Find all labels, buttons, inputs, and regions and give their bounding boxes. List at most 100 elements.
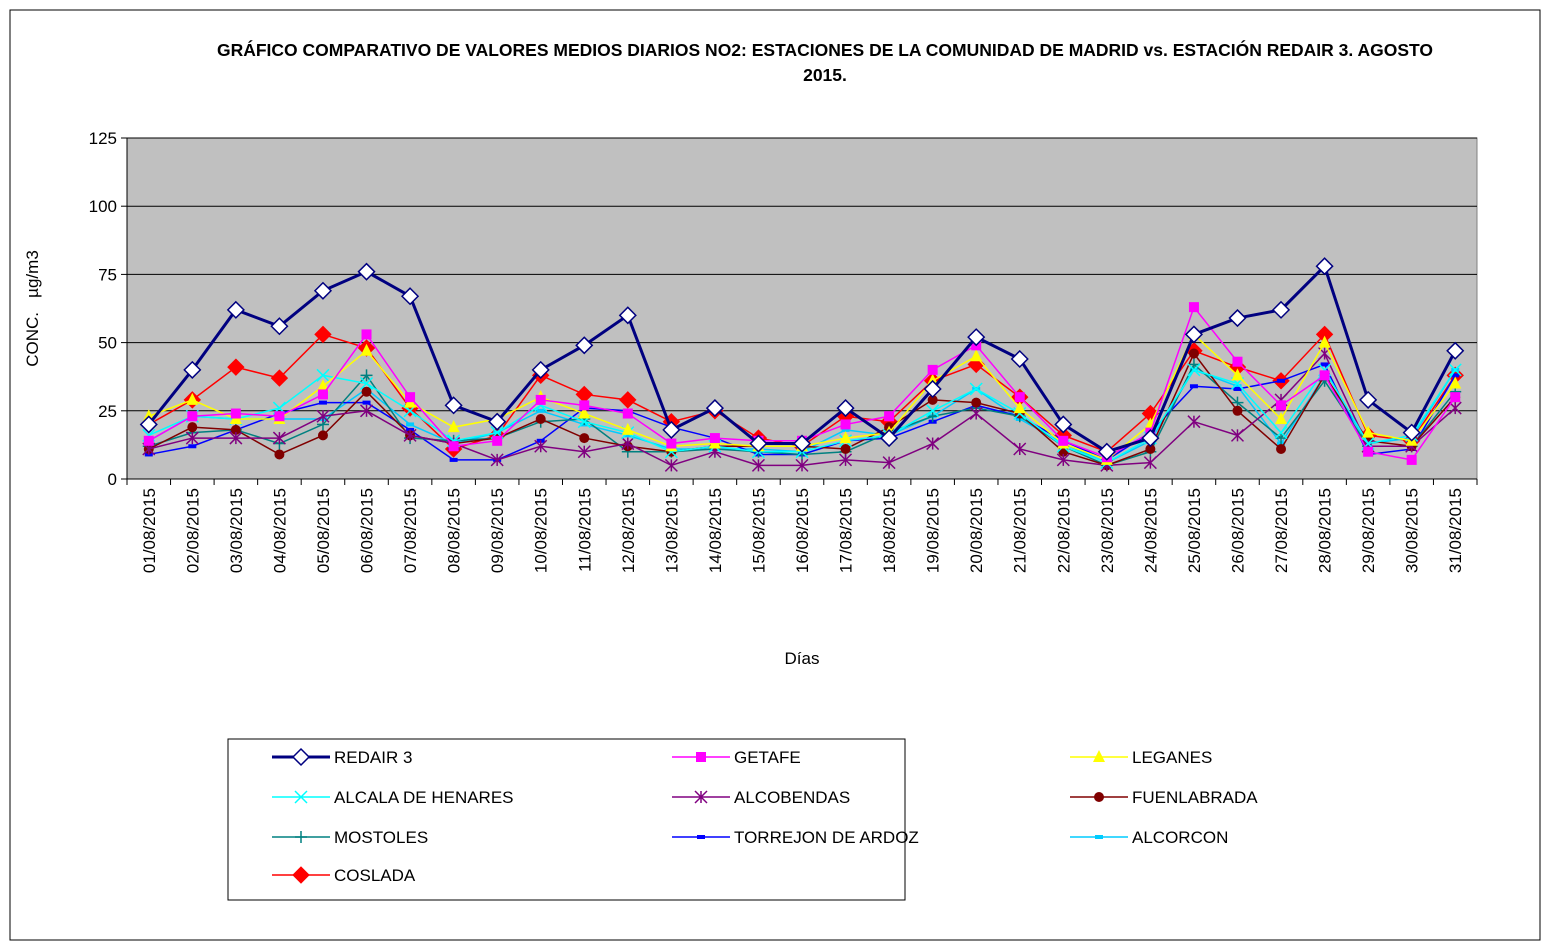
marker-part [666, 438, 677, 449]
marker [534, 439, 548, 453]
marker-part [1402, 423, 1421, 442]
marker-part [839, 431, 852, 444]
marker-part [1451, 373, 1460, 378]
legend-label: REDAIR 3 [334, 748, 412, 767]
marker [142, 409, 155, 422]
marker-part [1054, 415, 1073, 434]
marker-part [186, 392, 199, 405]
marker [360, 369, 373, 382]
marker [360, 343, 373, 356]
x-tick-label: 10/08/2015 [532, 488, 551, 573]
marker [401, 287, 420, 306]
marker-part [1141, 429, 1160, 448]
marker [536, 408, 545, 413]
marker [230, 408, 241, 419]
x-tick-label: 05/08/2015 [314, 488, 333, 573]
marker [694, 790, 708, 804]
legend-label: MOSTOLES [334, 828, 428, 847]
marker [230, 424, 241, 435]
marker [577, 445, 591, 459]
marker-part [1363, 446, 1374, 457]
marker-part [447, 420, 460, 433]
marker [1320, 362, 1329, 367]
marker-part [357, 262, 376, 281]
legend-label: ALCOBENDAS [734, 788, 850, 807]
marker-part [1320, 362, 1329, 367]
marker [361, 386, 372, 397]
legend-label: LEGANES [1132, 748, 1212, 767]
marker-part [1233, 386, 1242, 391]
marker [1233, 384, 1242, 389]
marker [1187, 358, 1200, 371]
marker-part [1446, 341, 1465, 360]
x-tick-label: 16/08/2015 [793, 488, 812, 573]
marker-part [1231, 368, 1244, 381]
marker [1141, 429, 1160, 448]
marker [882, 456, 896, 470]
marker-part [318, 400, 327, 405]
marker-part [405, 392, 416, 403]
marker [839, 431, 852, 444]
marker [272, 431, 286, 445]
marker [361, 329, 372, 340]
marker-part [314, 325, 332, 344]
marker [1093, 750, 1105, 762]
marker [1315, 257, 1334, 276]
marker-part [969, 382, 983, 396]
marker-part [970, 349, 983, 362]
marker [1013, 442, 1027, 456]
marker [967, 328, 986, 347]
marker [1230, 428, 1245, 442]
marker [185, 431, 199, 445]
marker [841, 427, 850, 432]
marker [923, 379, 942, 399]
marker-part [1406, 454, 1417, 465]
marker [1362, 425, 1375, 438]
x-tick-label: 21/08/2015 [1011, 488, 1030, 573]
y-axis-label: CONC. µg/m3 [23, 250, 42, 367]
marker [1187, 415, 1201, 429]
marker-part [1277, 378, 1286, 383]
marker-part [1188, 302, 1199, 313]
x-tick-label: 22/08/2015 [1054, 488, 1073, 573]
x-tick-label: 01/08/2015 [140, 488, 159, 573]
x-tick-label: 08/08/2015 [445, 488, 464, 573]
marker [292, 866, 310, 884]
marker-part [923, 379, 942, 399]
marker-part [927, 364, 938, 375]
marker [926, 404, 940, 418]
marker [619, 391, 637, 409]
marker-part [1013, 401, 1026, 414]
marker-part [749, 434, 768, 453]
marker-part [143, 435, 154, 446]
marker-part [1276, 443, 1287, 454]
marker [188, 444, 197, 449]
marker-part [1014, 392, 1025, 403]
marker-part [619, 391, 637, 409]
marker-part [575, 336, 594, 355]
marker-part [1233, 384, 1242, 389]
marker [1184, 325, 1203, 344]
marker-part [361, 386, 372, 397]
marker [621, 422, 634, 435]
marker [183, 360, 202, 379]
marker [697, 835, 705, 839]
marker-part [697, 835, 705, 839]
marker-part [840, 419, 851, 430]
marker [927, 394, 938, 405]
marker [488, 412, 507, 431]
marker [622, 408, 633, 419]
marker [1449, 376, 1462, 389]
marker [186, 392, 199, 405]
marker [318, 400, 327, 405]
marker [405, 392, 416, 403]
marker-part [230, 408, 241, 419]
marker-part [139, 415, 158, 434]
marker-part [274, 411, 285, 422]
marker [1276, 400, 1287, 411]
marker-part [1271, 300, 1291, 319]
marker-part [536, 408, 545, 413]
marker [840, 419, 851, 430]
marker-part [362, 400, 371, 405]
